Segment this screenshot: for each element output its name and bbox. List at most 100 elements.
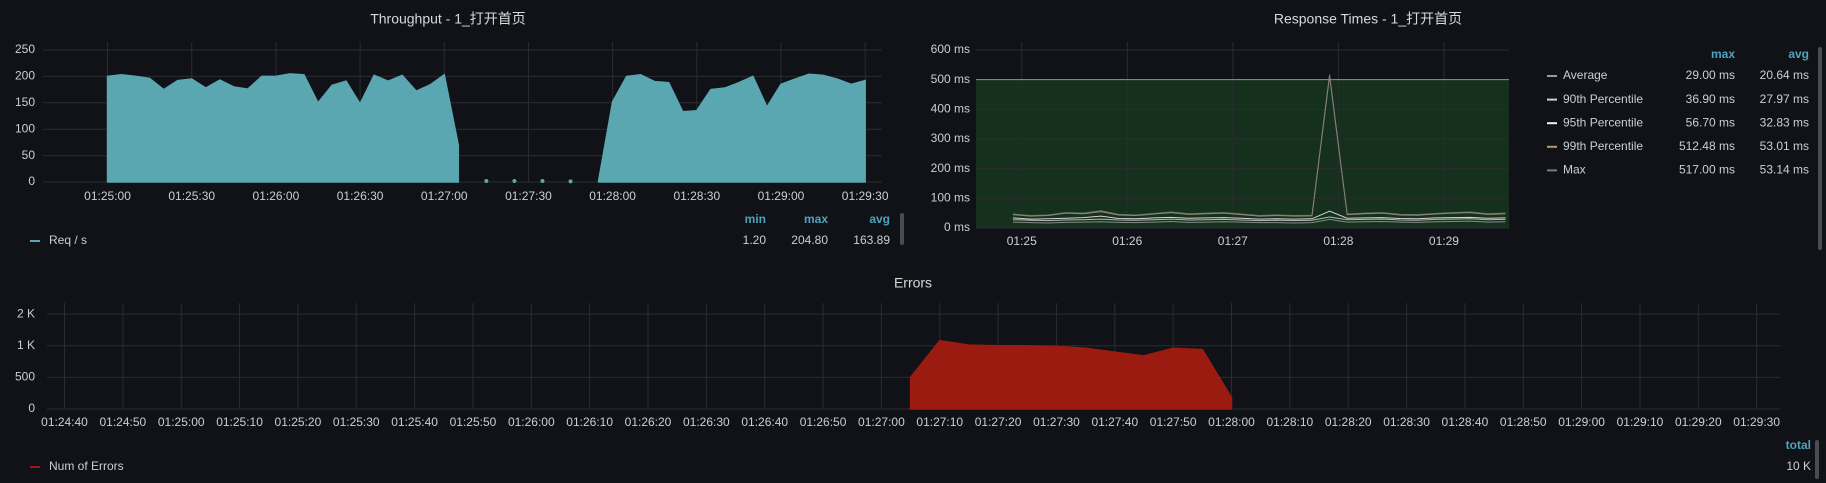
legend-value: 163.89 <box>853 233 890 247</box>
x-tick-label: 01:28:00 <box>589 189 636 203</box>
legend-header: max <box>1711 47 1735 61</box>
legend-value: 517.00 ms <box>1679 163 1735 177</box>
legend-value: 53.14 ms <box>1760 163 1809 177</box>
x-tick-label: 01:29:00 <box>1558 415 1605 429</box>
x-tick-label: 01:29:00 <box>758 189 805 203</box>
data-point <box>484 178 489 183</box>
data-point <box>568 179 573 184</box>
legend-label[interactable]: Num of Errors <box>49 459 124 473</box>
y-tick-label: 200 <box>15 69 35 83</box>
legend-header: avg <box>1788 47 1809 61</box>
legend-value: 29.00 ms <box>1686 68 1735 82</box>
y-tick-label: 50 <box>22 148 36 162</box>
x-tick-label: 01:25:50 <box>450 415 497 429</box>
x-tick-label: 01:27:10 <box>916 415 963 429</box>
x-tick-label: 01:29:30 <box>1733 415 1780 429</box>
x-tick-label: 01:28:30 <box>1383 415 1430 429</box>
x-tick-label: 01:26 <box>1112 234 1142 248</box>
y-tick-label: 250 <box>15 42 35 56</box>
chart-title: Response Times - 1_打开首页 <box>1274 11 1462 27</box>
x-tick-label: 01:26:00 <box>508 415 555 429</box>
chart-title: Errors <box>894 275 932 291</box>
x-tick-label: 01:27:00 <box>421 189 468 203</box>
x-tick-label: 01:26:40 <box>741 415 788 429</box>
y-tick-label: 2 K <box>17 306 35 320</box>
legend-value: 10 K <box>1786 459 1811 473</box>
area <box>909 339 1233 410</box>
scrollbar[interactable] <box>1818 47 1822 250</box>
x-tick-label: 01:27:30 <box>1033 415 1080 429</box>
x-tick-label: 01:26:50 <box>800 415 847 429</box>
x-tick-label: 01:27 <box>1218 234 1248 248</box>
x-tick-label: 01:25 <box>1007 234 1037 248</box>
y-tick-label: 0 ms <box>944 220 970 234</box>
legend-header: min <box>745 212 766 226</box>
x-tick-label: 01:27:20 <box>975 415 1022 429</box>
x-tick-label: 01:28:20 <box>1325 415 1372 429</box>
x-tick-label: 01:29:30 <box>842 189 889 203</box>
y-tick-label: 600 ms <box>931 42 970 56</box>
x-tick-label: 01:28:00 <box>1208 415 1255 429</box>
x-tick-label: 01:26:20 <box>625 415 672 429</box>
x-tick-label: 01:26:30 <box>337 189 384 203</box>
legend-label[interactable]: Max <box>1563 163 1586 177</box>
data-point <box>540 178 545 183</box>
legend-header: avg <box>869 212 890 226</box>
legend-value: 32.83 ms <box>1760 115 1809 129</box>
x-tick-label: 01:28:10 <box>1266 415 1313 429</box>
legend-label[interactable]: 90th Percentile <box>1563 92 1643 106</box>
x-tick-label: 01:27:50 <box>1150 415 1197 429</box>
x-tick-label: 01:26:10 <box>566 415 613 429</box>
y-tick-label: 500 ms <box>931 72 970 86</box>
legend-label[interactable]: 99th Percentile <box>1563 139 1643 153</box>
y-tick-label: 500 <box>15 370 35 384</box>
x-tick-label: 01:29 <box>1429 234 1459 248</box>
y-tick-label: 1 K <box>17 338 35 352</box>
x-tick-label: 01:24:50 <box>99 415 146 429</box>
x-tick-label: 01:28:30 <box>673 189 720 203</box>
scrollbar[interactable] <box>900 213 904 245</box>
line <box>1012 216 1506 222</box>
legend-value: 204.80 <box>791 233 828 247</box>
y-tick-label: 400 ms <box>931 102 970 116</box>
legend-value: 512.48 ms <box>1679 139 1735 153</box>
x-tick-label: 01:25:40 <box>391 415 438 429</box>
legend-header: max <box>804 212 828 226</box>
chart-title: Throughput - 1_打开首页 <box>370 11 526 27</box>
x-tick-label: 01:28 <box>1323 234 1353 248</box>
x-tick-label: 01:28:50 <box>1500 415 1547 429</box>
legend-value: 53.01 ms <box>1760 139 1809 153</box>
x-tick-label: 01:26:30 <box>683 415 730 429</box>
legend-value: 36.90 ms <box>1686 92 1735 106</box>
x-tick-label: 01:28:40 <box>1442 415 1489 429</box>
x-tick-label: 01:29:20 <box>1675 415 1722 429</box>
legend-label[interactable]: 95th Percentile <box>1563 115 1643 129</box>
x-tick-label: 01:27:00 <box>858 415 905 429</box>
y-tick-label: 100 <box>15 121 35 135</box>
y-tick-label: 300 ms <box>931 131 970 145</box>
x-tick-label: 01:29:10 <box>1617 415 1664 429</box>
data-point <box>512 178 517 183</box>
x-tick-label: 01:27:40 <box>1091 415 1138 429</box>
y-tick-label: 200 ms <box>931 161 970 175</box>
area <box>106 73 866 183</box>
scrollbar[interactable] <box>1815 440 1819 479</box>
legend-header: total <box>1786 438 1811 452</box>
y-tick-label: 0 <box>28 174 35 188</box>
line <box>1012 74 1506 217</box>
legend-label[interactable]: Req / s <box>49 233 87 247</box>
x-tick-label: 01:25:30 <box>333 415 380 429</box>
x-tick-label: 01:27:30 <box>505 189 552 203</box>
x-tick-label: 01:26:00 <box>253 189 300 203</box>
x-tick-label: 01:25:30 <box>168 189 215 203</box>
legend-value: 1.20 <box>743 233 767 247</box>
line <box>1012 210 1506 220</box>
legend-label[interactable]: Average <box>1563 68 1608 82</box>
y-tick-label: 100 ms <box>931 191 970 205</box>
x-tick-label: 01:25:20 <box>275 415 322 429</box>
line <box>1012 75 1506 217</box>
legend-value: 20.64 ms <box>1760 68 1809 82</box>
